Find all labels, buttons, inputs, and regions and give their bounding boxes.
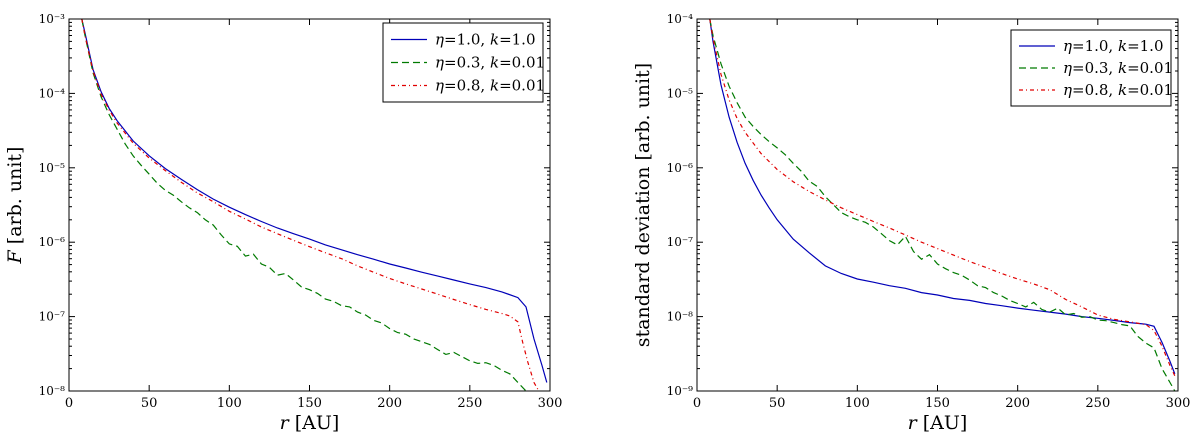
x-tick-label: 50 — [141, 396, 158, 411]
x-axis-label: r [AU] — [280, 412, 340, 434]
y-tick-label: 10⁻⁵ — [39, 161, 66, 175]
x-tick-label: 300 — [538, 396, 563, 411]
x-tick-label: 300 — [1166, 396, 1191, 411]
y-tick-label: 10⁻⁹ — [667, 384, 694, 398]
legend-entry: η=1.0, k=1.0 — [1063, 37, 1164, 55]
x-tick-label: 50 — [769, 396, 786, 411]
legend-entry: η=1.0, k=1.0 — [435, 31, 536, 49]
legend-entry: η=0.8, k=0.01 — [1063, 81, 1173, 99]
legend: η=1.0, k=1.0 η=0.3, k=0.01 η=0.8, k=0.01 — [382, 22, 545, 103]
legend-entry: η=0.3, k=0.01 — [1063, 59, 1173, 77]
y-axis-label: F [arb. unit] — [4, 147, 26, 265]
series-line-1 — [709, 19, 1176, 375]
y-tick-label: 10⁻⁸ — [667, 310, 694, 324]
x-tick-label: 250 — [1085, 396, 1110, 411]
x-tick-label: 200 — [1005, 396, 1030, 411]
series-line-2 — [709, 19, 1176, 391]
flux-chart: 0 50 100 150 200 250 300 10⁻⁸ 10⁻⁷ 10⁻⁶ 10⁻⁵ 10⁻⁴ 10… — [4, 12, 562, 434]
y-tick-label: 10⁻⁸ — [39, 384, 66, 398]
y-tick-label: 10⁻⁷ — [39, 310, 66, 324]
x-tick-label: 250 — [457, 396, 482, 411]
x-tick-label: 100 — [845, 396, 870, 411]
y-tick-label: 10⁻⁶ — [39, 235, 66, 249]
y-axis-label: standard deviation [arb. unit] — [632, 63, 654, 347]
x-tick-label: 200 — [377, 396, 402, 411]
legend-entry: η=0.3, k=0.01 — [435, 54, 545, 72]
series-line-2 — [81, 19, 527, 391]
x-axis-label: r [AU] — [908, 412, 968, 434]
y-tick-label: 10⁻⁴ — [39, 86, 66, 100]
x-tick-label: 150 — [925, 396, 950, 411]
x-tick-label: 0 — [65, 396, 73, 411]
x-tick-label: 150 — [297, 396, 322, 411]
x-tick-label: 0 — [693, 396, 701, 411]
std-deviation-chart: 0 50 100 150 200 250 300 10⁻⁹ 10⁻⁸ 10⁻⁷ 10⁻⁶ 10⁻⁵ 10… — [632, 12, 1190, 434]
series-line-1 — [81, 19, 548, 383]
legend: η=1.0, k=1.0 η=0.3, k=0.01 η=0.8, k=0.01 — [1010, 29, 1173, 107]
y-tick-label: 10⁻⁶ — [667, 161, 694, 175]
y-tick-label: 10⁻⁴ — [667, 12, 694, 26]
x-tick-label: 100 — [217, 396, 242, 411]
y-tick-label: 10⁻⁵ — [667, 86, 694, 100]
y-tick-label: 10⁻³ — [39, 12, 66, 26]
series-line-3 — [709, 19, 1176, 377]
y-tick-label: 10⁻⁷ — [667, 235, 694, 249]
legend-entry: η=0.8, k=0.01 — [435, 77, 545, 95]
series-line-3 — [81, 19, 540, 391]
